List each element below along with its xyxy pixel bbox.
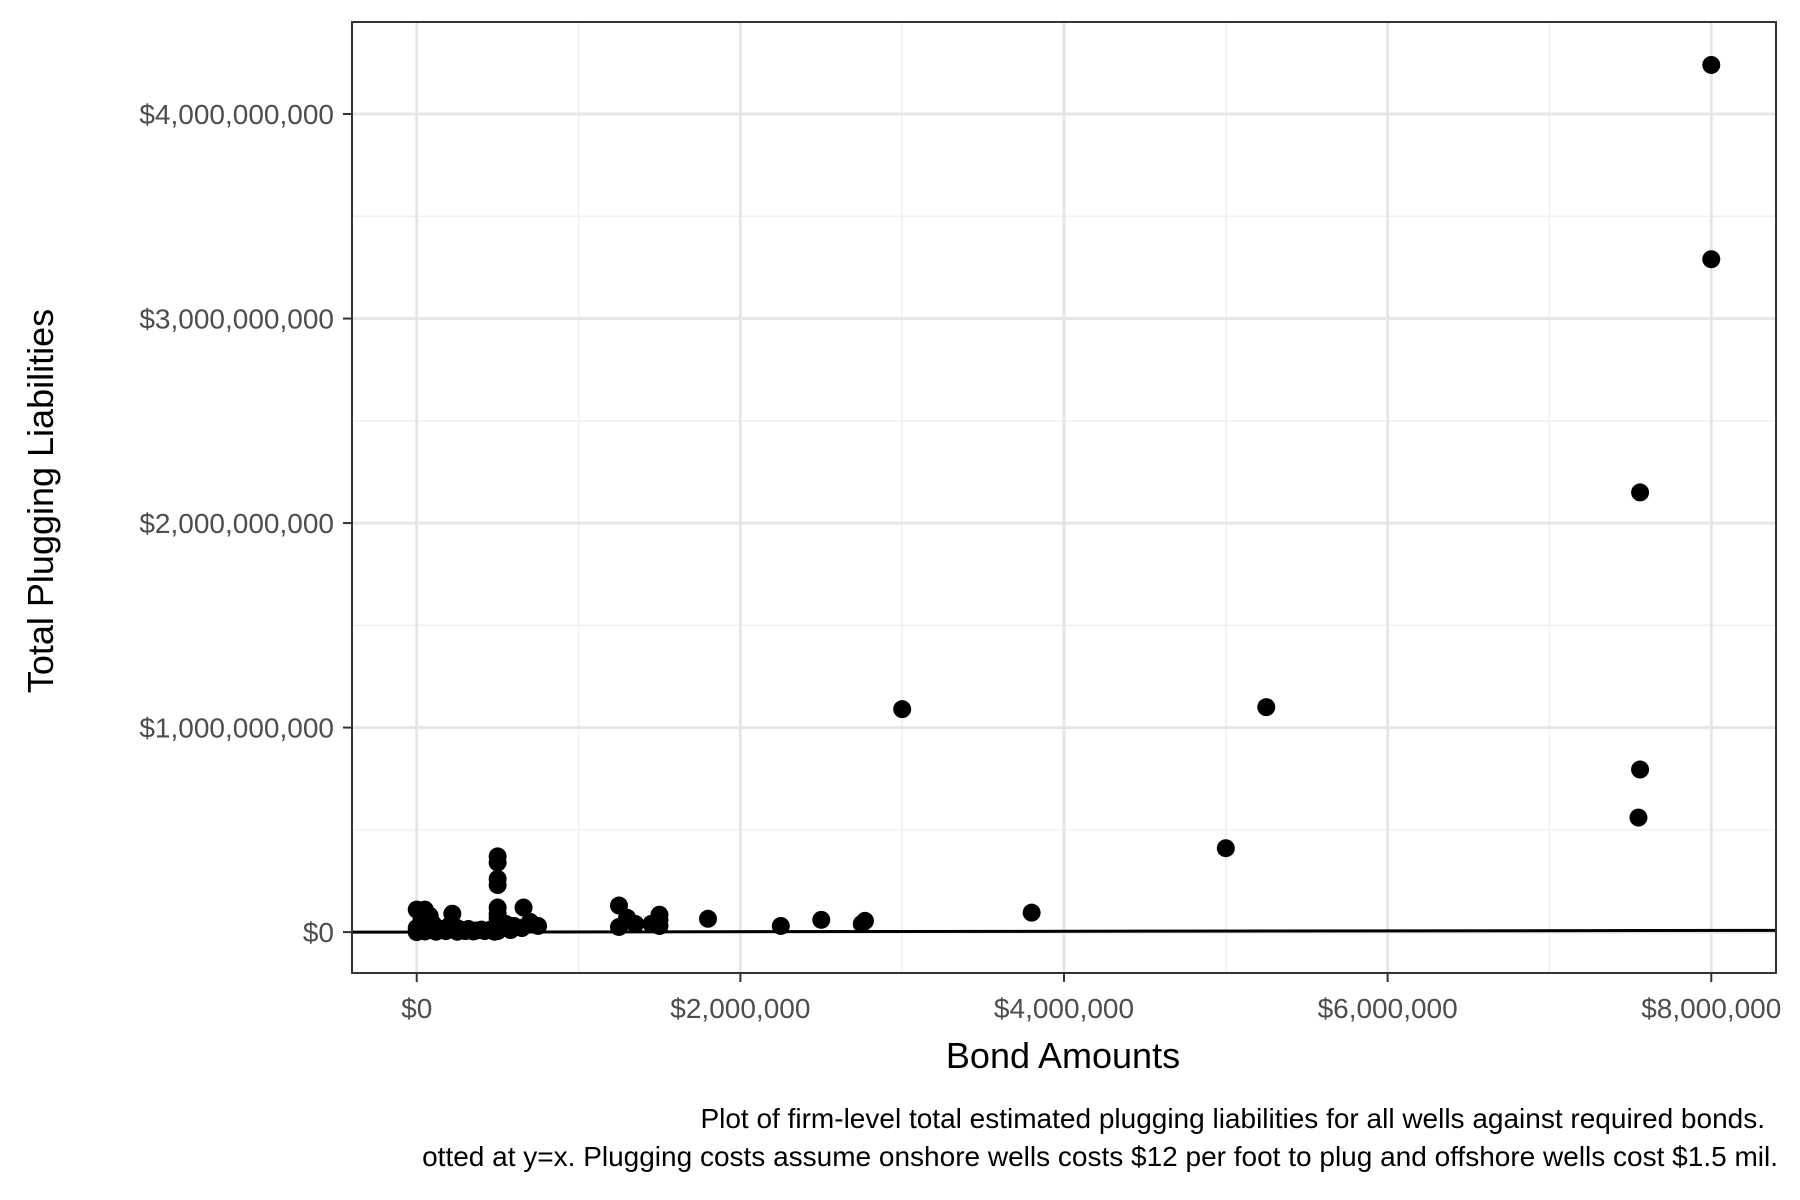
caption-line-1: Plot of firm-level total estimated plugg…	[700, 1103, 1765, 1134]
y-axis: $0 $1,000,000,000 $2,000,000,000 $3,000,000…	[139, 99, 352, 948]
y-tick-label: $2,000,000,000	[139, 508, 334, 539]
data-point	[1702, 55, 1721, 74]
data-point	[699, 909, 717, 928]
data-point	[488, 898, 507, 917]
x-axis-title: Bond Amounts	[946, 1035, 1180, 1076]
data-point	[1631, 483, 1650, 502]
y-tick-label: $3,000,000,000	[139, 304, 334, 335]
x-tick-label: $0	[401, 993, 432, 1024]
y-tick-label: $4,000,000,000	[139, 99, 334, 130]
x-tick-label: $8,000,000	[1641, 993, 1781, 1024]
y-tick-label: $0	[303, 917, 334, 948]
data-point	[771, 916, 790, 935]
x-axis: $0 $2,000,000 $4,000,000 $6,000,000 $8,000,0…	[401, 973, 1781, 1024]
data-point	[488, 847, 507, 866]
data-point	[514, 898, 533, 917]
data-point	[443, 904, 462, 923]
data-point	[812, 910, 831, 929]
x-tick-label: $6,000,000	[1318, 993, 1458, 1024]
x-tick-label: $2,000,000	[670, 993, 810, 1024]
data-point	[529, 916, 548, 935]
caption-line-2: otted at y=x. Plugging costs assume onsh…	[422, 1141, 1778, 1172]
data-point	[1257, 698, 1276, 717]
data-point	[488, 869, 507, 888]
data-point	[650, 905, 669, 924]
x-tick-label: $4,000,000	[994, 993, 1134, 1024]
data-points	[407, 55, 1721, 942]
reference-line-group	[351, 928, 1777, 934]
data-point	[855, 911, 874, 930]
data-point	[893, 700, 912, 719]
data-point	[1631, 760, 1650, 779]
data-point	[1629, 808, 1648, 827]
y-axis-title: Total Plugging Liabilities	[20, 309, 61, 693]
data-point	[1022, 903, 1041, 922]
data-point	[1216, 839, 1235, 858]
data-point	[1702, 250, 1721, 269]
data-point	[626, 914, 645, 933]
reference-line-y-equals-x	[351, 928, 1777, 934]
y-tick-label: $1,000,000,000	[139, 713, 334, 744]
